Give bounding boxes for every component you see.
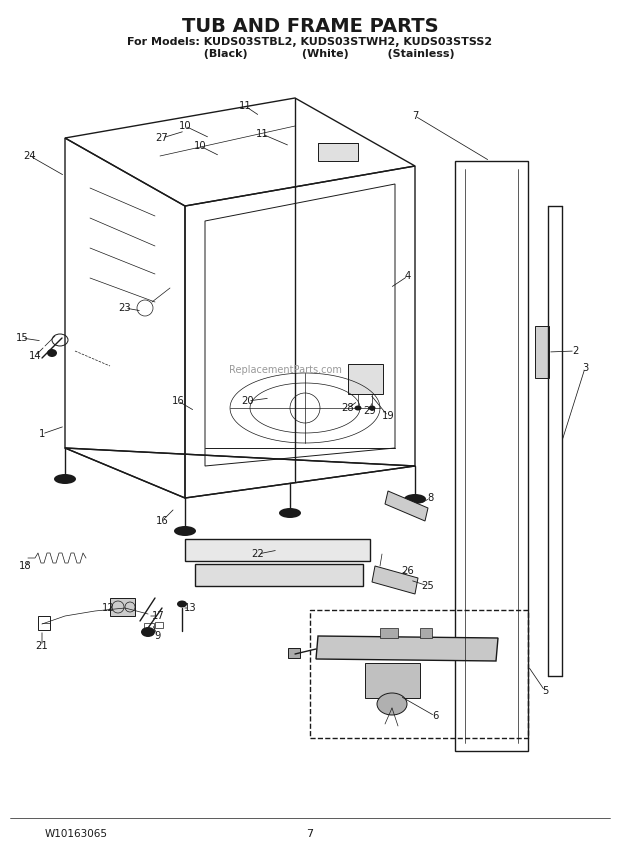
Polygon shape [316, 636, 498, 661]
Polygon shape [372, 566, 418, 594]
Bar [365, 663, 420, 698]
Text: 6: 6 [432, 711, 438, 721]
Text: 17: 17 [152, 611, 164, 621]
Ellipse shape [47, 349, 57, 357]
Bar [38, 616, 50, 630]
Bar [185, 539, 370, 561]
Text: TUB AND FRAME PARTS: TUB AND FRAME PARTS [182, 16, 438, 35]
Text: 29: 29 [363, 406, 376, 416]
Bar [318, 143, 358, 161]
Ellipse shape [174, 526, 196, 536]
Text: 7: 7 [306, 829, 314, 839]
Text: For Models: KUDS03STBL2, KUDS03STWH2, KUDS03STSS2: For Models: KUDS03STBL2, KUDS03STWH2, KU… [128, 37, 492, 47]
Text: 24: 24 [24, 151, 37, 161]
Text: 7: 7 [412, 111, 418, 121]
Text: 26: 26 [402, 566, 414, 576]
Text: 16: 16 [172, 396, 184, 406]
Text: 16: 16 [156, 516, 169, 526]
Text: 9: 9 [155, 631, 161, 641]
Text: 10: 10 [193, 141, 206, 151]
Text: 3: 3 [582, 363, 588, 373]
Text: 18: 18 [19, 561, 32, 571]
Text: 10: 10 [179, 121, 192, 131]
Text: 27: 27 [156, 133, 169, 143]
Bar [535, 326, 549, 378]
Text: 12: 12 [102, 603, 114, 613]
Bar [455, 161, 528, 751]
Text: 4: 4 [405, 271, 411, 281]
Text: 1: 1 [39, 429, 45, 439]
Text: 11: 11 [239, 101, 251, 111]
Text: 25: 25 [422, 581, 435, 591]
Ellipse shape [404, 494, 426, 504]
Bar [380, 628, 398, 638]
Ellipse shape [54, 474, 76, 484]
Text: 22: 22 [252, 549, 264, 559]
Text: 23: 23 [118, 303, 131, 313]
Bar [195, 564, 363, 586]
Text: 5: 5 [542, 686, 548, 696]
Ellipse shape [368, 406, 376, 411]
Text: 21: 21 [35, 641, 48, 651]
Ellipse shape [279, 508, 301, 518]
Text: 2: 2 [572, 346, 578, 356]
Polygon shape [385, 491, 428, 521]
Bar [144, 623, 154, 631]
Text: W10163065: W10163065 [45, 829, 108, 839]
Bar [288, 648, 300, 658]
Text: 15: 15 [16, 333, 29, 343]
Text: 14: 14 [29, 351, 42, 361]
Text: 11: 11 [255, 129, 268, 139]
Text: (Black)              (White)          (Stainless): (Black) (White) (Stainless) [165, 49, 455, 59]
Text: ReplacementParts.com: ReplacementParts.com [229, 365, 342, 375]
Ellipse shape [177, 601, 187, 608]
Bar [155, 622, 163, 628]
Ellipse shape [355, 406, 361, 411]
Text: 8: 8 [427, 493, 433, 503]
Bar [110, 598, 135, 616]
Text: 13: 13 [184, 603, 197, 613]
Bar [310, 610, 528, 738]
Ellipse shape [141, 627, 155, 637]
Text: 20: 20 [242, 396, 254, 406]
Text: 19: 19 [382, 411, 394, 421]
Ellipse shape [377, 693, 407, 715]
Bar [420, 628, 432, 638]
Text: 28: 28 [342, 403, 354, 413]
Bar [348, 364, 383, 394]
